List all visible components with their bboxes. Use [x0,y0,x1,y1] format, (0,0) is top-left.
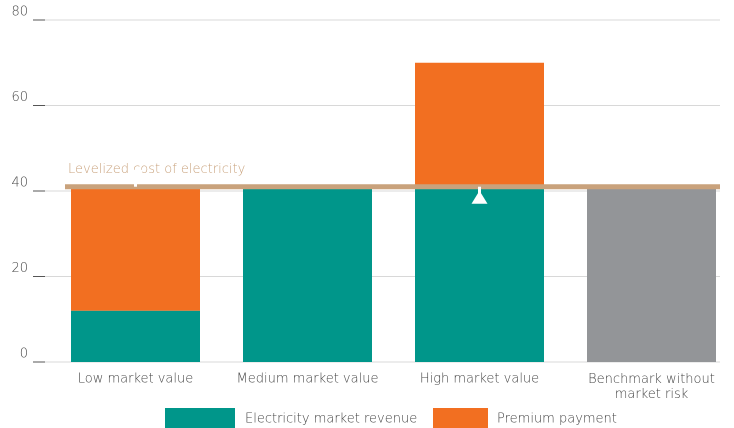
x-tick-label: Benchmark without market risk [588,372,715,402]
x-tick-label: High market value [420,372,539,387]
y-tick-label: 80 [11,5,28,20]
arrow-head [127,169,144,183]
y-tick-label: 20 [11,261,28,276]
bar-segment [415,186,544,362]
bar-segment [415,62,544,187]
arrow-head [471,190,488,204]
y-tick-label: 60 [11,90,28,105]
y-tick-label: 0 [20,347,28,362]
bar-segment [587,186,716,362]
legend-label: Electricity market revenue [245,412,417,427]
x-tick-label: Medium market value [237,372,379,387]
reference-label: Levelized cost of electricity [68,162,245,177]
legend-label: Premium payment [497,412,617,427]
y-tick-label: 40 [11,176,28,191]
x-tick-label: Low market value [78,372,194,387]
bar-segment [71,310,200,362]
legend-swatch [433,408,488,428]
bar-segment [243,186,372,362]
legend-swatch [165,408,235,428]
bar-segment [71,186,200,311]
